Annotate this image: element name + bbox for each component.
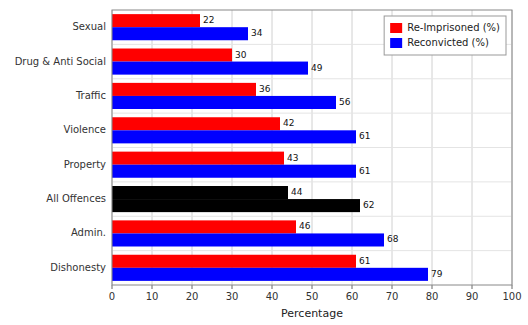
tick-mark	[152, 285, 153, 289]
tick-mark	[232, 285, 233, 289]
tick-mark	[112, 285, 113, 289]
bar	[112, 255, 356, 268]
bars	[112, 14, 428, 281]
tick-label: 90	[466, 291, 479, 302]
tick-mark	[432, 285, 433, 289]
data-label: 22	[203, 15, 214, 25]
tick-mark	[312, 285, 313, 289]
bar	[112, 268, 428, 281]
category-label: Dishonesty	[50, 262, 106, 273]
group-separators	[112, 44, 512, 250]
legend-label: Reconvicted (%)	[407, 37, 489, 48]
category-label: All Offences	[46, 193, 106, 204]
plot-frame	[112, 10, 512, 285]
legend-box	[384, 16, 506, 55]
data-label: 61	[359, 256, 370, 266]
tick-label: 40	[266, 291, 279, 302]
data-label: 36	[259, 84, 271, 94]
bar	[112, 83, 256, 96]
grid	[112, 10, 512, 285]
tick-label: 100	[502, 291, 521, 302]
data-label: 34	[251, 28, 263, 38]
data-label: 42	[283, 118, 294, 128]
tick-mark	[272, 285, 273, 289]
data-label: 30	[235, 50, 247, 60]
category-label: Drug & Anti Social	[15, 56, 106, 67]
bar	[112, 117, 280, 130]
bar	[112, 130, 356, 143]
data-label: 68	[387, 234, 399, 244]
category-label: Traffic	[75, 90, 106, 101]
data-label: 46	[299, 221, 311, 231]
group-separator	[112, 78, 512, 79]
data-label: 62	[363, 200, 374, 210]
category-label: Violence	[64, 124, 106, 135]
category-label: Sexual	[73, 21, 107, 32]
legend-label: Re-Imprisoned (%)	[407, 22, 500, 33]
group-separator	[112, 216, 512, 217]
bar	[112, 96, 336, 109]
chart-container: 0 10 20 30 40 50 60 70 80 90 100 Percentage Dishones…	[0, 0, 528, 325]
tick-mark	[392, 285, 393, 289]
bar	[112, 62, 308, 75]
bar	[112, 220, 296, 233]
group-separator	[112, 250, 512, 251]
bar	[112, 165, 356, 178]
legend-swatch	[390, 38, 402, 48]
data-label: 44	[291, 187, 303, 197]
data-label: 43	[287, 153, 298, 163]
data-label: 49	[311, 63, 323, 73]
tick-label: 50	[306, 291, 319, 302]
group-separator	[112, 181, 512, 182]
data-label: 56	[339, 97, 351, 107]
chart-svg: 0 10 20 30 40 50 60 70 80 90 100 Percentage Dishones…	[0, 0, 528, 325]
data-label: 61	[359, 166, 370, 176]
tick-mark	[192, 285, 193, 289]
group-separator	[112, 147, 512, 148]
x-axis: 0 10 20 30 40 50 60 70 80 90 100	[109, 285, 522, 302]
tick-mark	[352, 285, 353, 289]
bar	[112, 27, 248, 40]
x-axis-label: Percentage	[281, 307, 343, 320]
bar	[112, 186, 288, 199]
tick-label: 80	[426, 291, 439, 302]
tick-label: 0	[109, 291, 115, 302]
legend: Re-Imprisoned (%) Reconvicted (%)	[384, 16, 506, 55]
bar	[112, 14, 200, 27]
tick-label: 60	[346, 291, 359, 302]
bar	[112, 152, 284, 165]
data-label: 79	[431, 269, 443, 279]
group-separator	[112, 113, 512, 114]
y-axis: Dishonesty Admin. All Offences Property Viol…	[15, 21, 106, 273]
tick-label: 20	[186, 291, 199, 302]
category-label: Admin.	[71, 227, 106, 238]
tick-label: 10	[146, 291, 159, 302]
tick-mark	[512, 285, 513, 289]
legend-swatch	[390, 23, 402, 33]
data-label: 61	[359, 131, 370, 141]
plot-area	[112, 10, 512, 285]
bar	[112, 49, 232, 62]
category-label: Property	[64, 159, 106, 170]
tick-mark	[472, 285, 473, 289]
bar	[112, 233, 384, 246]
bar	[112, 199, 360, 212]
tick-label: 70	[386, 291, 399, 302]
tick-label: 30	[226, 291, 239, 302]
